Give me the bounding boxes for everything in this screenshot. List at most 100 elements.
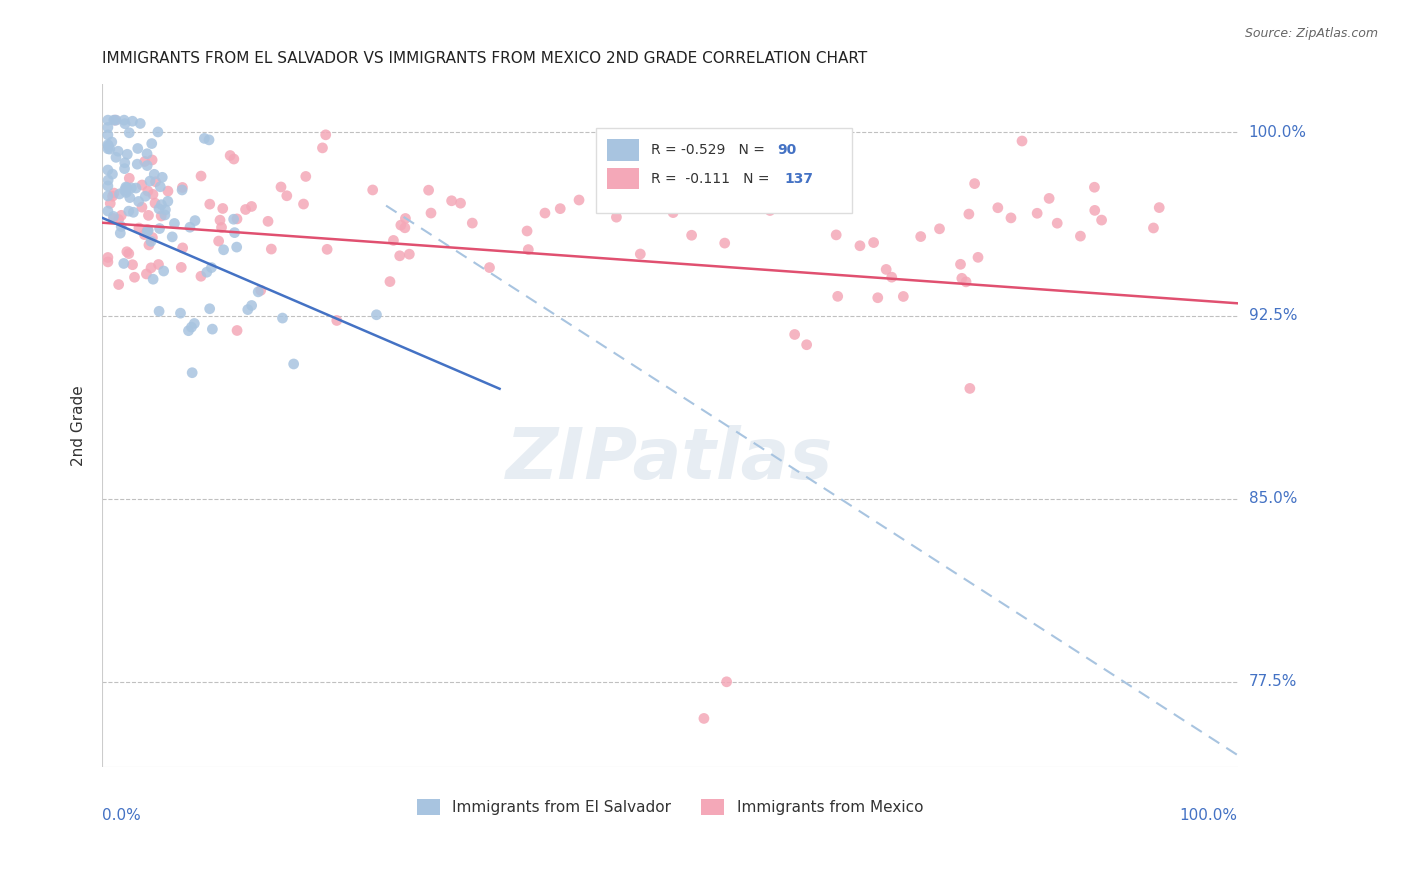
Point: [115, 244, 138, 259]
Point: [121, 258, 143, 272]
Legend: Immigrants from El Salvador, Immigrants from Mexico: Immigrants from El Salvador, Immigrants …: [411, 793, 929, 822]
Y-axis label: 2nd Grade: 2nd Grade: [72, 385, 86, 466]
Point: [97, 113, 120, 128]
Point: [143, 167, 166, 181]
Point: [143, 196, 166, 211]
Point: [110, 219, 132, 234]
Point: [950, 271, 973, 285]
Point: [177, 324, 200, 338]
Point: [172, 183, 194, 197]
Point: [832, 180, 855, 194]
Text: 85.0%: 85.0%: [1249, 491, 1296, 506]
Point: [172, 241, 194, 255]
Point: [681, 228, 703, 243]
Point: [825, 227, 848, 242]
Point: [129, 116, 152, 130]
Point: [136, 184, 159, 198]
Point: [152, 264, 174, 278]
Point: [103, 186, 125, 200]
Point: [224, 226, 246, 240]
Point: [141, 153, 163, 167]
Point: [148, 258, 170, 272]
Point: [97, 204, 120, 219]
Point: [97, 120, 120, 135]
Point: [748, 178, 770, 192]
Point: [240, 298, 263, 312]
Point: [283, 357, 305, 371]
Point: [713, 236, 735, 251]
Text: 0.0%: 0.0%: [103, 808, 141, 823]
Point: [628, 247, 651, 261]
Point: [198, 133, 221, 147]
Point: [949, 257, 972, 271]
Point: [796, 337, 818, 351]
Point: [326, 313, 349, 327]
Text: IMMIGRANTS FROM EL SALVADOR VS IMMIGRANTS FROM MEXICO 2ND GRADE CORRELATION CHAR: IMMIGRANTS FROM EL SALVADOR VS IMMIGRANT…: [103, 51, 868, 66]
Point: [97, 178, 120, 193]
Point: [200, 260, 222, 275]
Point: [139, 174, 162, 188]
Point: [211, 202, 233, 216]
Point: [97, 128, 120, 142]
Point: [236, 302, 259, 317]
Point: [181, 366, 204, 380]
Point: [142, 187, 165, 202]
Point: [108, 186, 131, 201]
Point: [389, 218, 412, 232]
Point: [127, 141, 149, 155]
Point: [115, 186, 138, 200]
Point: [450, 196, 472, 211]
Point: [311, 141, 333, 155]
Point: [122, 205, 145, 219]
Point: [880, 270, 903, 285]
Point: [103, 210, 125, 224]
Point: [195, 265, 218, 279]
Point: [139, 235, 162, 249]
Point: [741, 165, 763, 179]
Point: [156, 184, 179, 198]
Point: [103, 211, 125, 226]
Point: [149, 221, 172, 235]
Point: [866, 291, 889, 305]
Point: [145, 175, 167, 189]
Point: [651, 189, 673, 203]
Point: [260, 242, 283, 256]
Point: [107, 145, 129, 159]
Point: [98, 196, 121, 211]
Point: [97, 139, 120, 153]
Point: [190, 269, 212, 284]
Point: [1069, 229, 1091, 244]
Point: [420, 206, 443, 220]
Point: [97, 189, 120, 203]
Point: [153, 208, 176, 222]
Point: [97, 173, 120, 187]
Point: [118, 171, 141, 186]
Point: [607, 157, 630, 171]
Point: [783, 327, 806, 342]
Point: [222, 152, 245, 166]
Point: [131, 178, 153, 192]
Point: [184, 213, 207, 227]
Point: [160, 230, 183, 244]
Point: [568, 193, 591, 207]
Point: [134, 227, 156, 242]
Point: [121, 114, 143, 128]
Point: [226, 323, 249, 337]
Point: [714, 167, 737, 181]
Point: [769, 178, 792, 192]
Point: [114, 117, 136, 131]
Point: [827, 289, 849, 303]
Point: [97, 137, 120, 152]
Point: [276, 188, 298, 202]
Point: [759, 203, 782, 218]
Point: [118, 191, 141, 205]
Point: [1038, 191, 1060, 205]
Point: [101, 135, 124, 149]
Point: [235, 202, 257, 217]
Point: [270, 180, 292, 194]
Point: [136, 159, 159, 173]
Point: [169, 306, 191, 320]
Point: [148, 304, 170, 318]
Point: [382, 234, 405, 248]
Point: [222, 212, 245, 227]
